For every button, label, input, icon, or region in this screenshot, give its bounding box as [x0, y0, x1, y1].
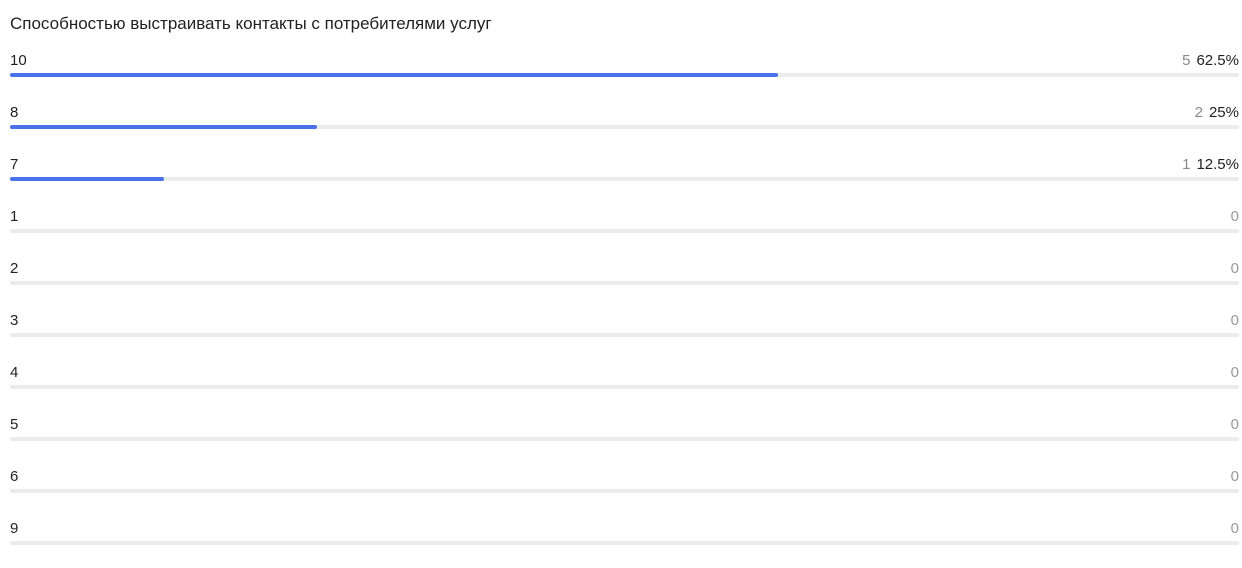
answer-row-7: 7 1 12.5%	[10, 152, 1239, 204]
answer-count: 0	[1230, 260, 1239, 277]
answer-row-3: 3 0	[10, 308, 1239, 360]
answer-bar-track	[10, 229, 1239, 233]
answer-bar-track	[10, 333, 1239, 337]
answer-stats: 0	[1231, 259, 1239, 279]
answer-label: 1	[10, 208, 19, 225]
chart-title: Способностью выстраивать контакты с потр…	[10, 14, 492, 33]
answer-row-8: 8 2 25%	[10, 100, 1239, 152]
answer-label: 5	[10, 416, 19, 433]
answer-count: 5	[1182, 52, 1191, 69]
answer-stats: 0	[1231, 311, 1239, 331]
answer-count: 2	[1194, 104, 1203, 121]
answer-row-5: 5 0	[10, 412, 1239, 464]
answer-bar-track	[10, 385, 1239, 389]
answer-count: 0	[1230, 520, 1239, 537]
answer-count: 1	[1182, 156, 1191, 173]
answer-row-4: 4 0	[10, 360, 1239, 412]
answer-percent: 62.5%	[1196, 52, 1239, 69]
answer-bar-track	[10, 281, 1239, 285]
answer-row-9: 9 0	[10, 516, 1239, 568]
answer-bar-track	[10, 73, 1239, 77]
answer-row-6: 6 0	[10, 464, 1239, 516]
answer-label: 9	[10, 520, 19, 537]
answer-bar-track	[10, 489, 1239, 493]
answer-bar-10	[10, 73, 779, 77]
answer-label: 8	[10, 104, 19, 121]
answer-count: 0	[1230, 364, 1239, 381]
answer-stats: 2 25%	[1195, 103, 1239, 123]
answer-bar-track	[10, 125, 1239, 129]
answer-percent: 25%	[1208, 104, 1239, 121]
answer-bar-8	[10, 125, 318, 129]
answer-row-10: 10 5 62.5%	[10, 48, 1239, 100]
answer-stats: 0	[1231, 207, 1239, 227]
answer-rows: 10 5 62.5% 8 2 25% 7 1 12.5%	[10, 48, 1239, 568]
answer-stats: 1 12.5%	[1182, 155, 1239, 175]
answer-bar-track	[10, 437, 1239, 441]
answer-count: 0	[1230, 312, 1239, 329]
answer-count: 0	[1230, 416, 1239, 433]
answer-stats: 0	[1231, 467, 1239, 487]
answer-bar-7	[10, 177, 164, 181]
answer-label: 2	[10, 260, 19, 277]
answer-count: 0	[1230, 468, 1239, 485]
answer-label: 10	[10, 52, 27, 69]
answer-percent: 12.5%	[1196, 156, 1239, 173]
answer-label: 4	[10, 364, 19, 381]
answer-row-2: 2 0	[10, 256, 1239, 308]
answer-stats: 5 62.5%	[1182, 51, 1239, 71]
answer-stats: 0	[1231, 415, 1239, 435]
answer-row-1: 1 0	[10, 204, 1239, 256]
answer-bar-track	[10, 541, 1239, 545]
answer-label: 6	[10, 468, 19, 485]
answer-stats: 0	[1231, 363, 1239, 383]
answer-stats: 0	[1231, 519, 1239, 539]
answer-label: 7	[10, 156, 19, 173]
answer-bar-track	[10, 177, 1239, 181]
answer-count: 0	[1230, 208, 1239, 225]
answer-label: 3	[10, 312, 19, 329]
